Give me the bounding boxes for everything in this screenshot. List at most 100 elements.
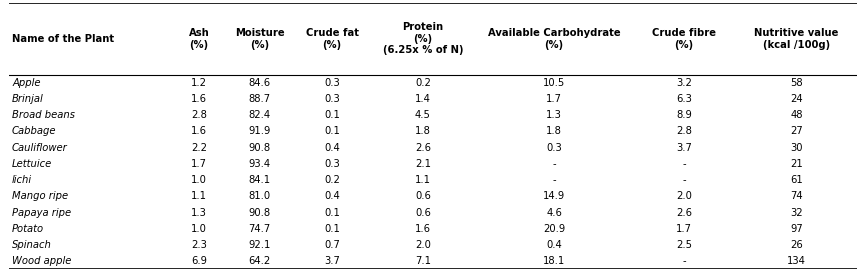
Text: 0.4: 0.4 — [324, 143, 340, 153]
Text: Name of the Plant: Name of the Plant — [12, 34, 114, 44]
Text: 2.8: 2.8 — [676, 126, 692, 137]
Text: 6.3: 6.3 — [676, 94, 692, 104]
Text: 1.8: 1.8 — [546, 126, 562, 137]
Text: 1.1: 1.1 — [191, 191, 207, 201]
Text: Crude fibre
(%): Crude fibre (%) — [652, 28, 716, 50]
Text: Ash
(%): Ash (%) — [189, 28, 210, 50]
Text: 6.9: 6.9 — [191, 256, 207, 266]
Text: -: - — [682, 175, 686, 185]
Text: 97: 97 — [790, 224, 803, 234]
Text: 1.6: 1.6 — [191, 94, 207, 104]
Text: Apple: Apple — [12, 78, 41, 88]
Text: Brinjal: Brinjal — [12, 94, 44, 104]
Text: 18.1: 18.1 — [543, 256, 565, 266]
Text: 91.9: 91.9 — [249, 126, 271, 137]
Text: Broad beans: Broad beans — [12, 110, 75, 120]
Text: lichi: lichi — [12, 175, 32, 185]
Text: -: - — [553, 159, 556, 169]
Text: 4.5: 4.5 — [415, 110, 431, 120]
Text: 64.2: 64.2 — [249, 256, 271, 266]
Text: 14.9: 14.9 — [543, 191, 565, 201]
Text: 1.2: 1.2 — [191, 78, 207, 88]
Text: 1.6: 1.6 — [191, 126, 207, 137]
Text: 2.0: 2.0 — [676, 191, 692, 201]
Text: 134: 134 — [787, 256, 806, 266]
Text: 2.6: 2.6 — [415, 143, 431, 153]
Text: 93.4: 93.4 — [249, 159, 271, 169]
Text: Crude fat
(%): Crude fat (%) — [306, 28, 359, 50]
Text: 2.6: 2.6 — [676, 208, 692, 218]
Text: Lettuice: Lettuice — [12, 159, 52, 169]
Text: 0.6: 0.6 — [415, 191, 431, 201]
Text: 0.3: 0.3 — [324, 78, 340, 88]
Text: Spinach: Spinach — [12, 240, 52, 250]
Text: 1.7: 1.7 — [546, 94, 562, 104]
Text: 74: 74 — [791, 191, 803, 201]
Text: Cauliflower: Cauliflower — [12, 143, 68, 153]
Text: 1.0: 1.0 — [191, 175, 207, 185]
Text: 2.0: 2.0 — [415, 240, 431, 250]
Text: 21: 21 — [790, 159, 803, 169]
Text: 88.7: 88.7 — [249, 94, 271, 104]
Text: Moisture
(%): Moisture (%) — [235, 28, 285, 50]
Text: 0.6: 0.6 — [415, 208, 431, 218]
Text: 0.2: 0.2 — [324, 175, 340, 185]
Text: 7.1: 7.1 — [415, 256, 431, 266]
Text: Protein
(%)
(6.25x % of N): Protein (%) (6.25x % of N) — [383, 22, 463, 55]
Text: -: - — [682, 159, 686, 169]
Text: 82.4: 82.4 — [249, 110, 271, 120]
Text: 1.4: 1.4 — [415, 94, 431, 104]
Text: 84.1: 84.1 — [249, 175, 271, 185]
Text: Papaya ripe: Papaya ripe — [12, 208, 71, 218]
Text: 3.7: 3.7 — [324, 256, 340, 266]
Text: Wood apple: Wood apple — [12, 256, 71, 266]
Text: 0.1: 0.1 — [324, 208, 340, 218]
Text: 20.9: 20.9 — [543, 224, 565, 234]
Text: 48: 48 — [791, 110, 803, 120]
Text: 1.0: 1.0 — [191, 224, 207, 234]
Text: Cabbage: Cabbage — [12, 126, 56, 137]
Text: 2.8: 2.8 — [191, 110, 207, 120]
Text: 0.1: 0.1 — [324, 110, 340, 120]
Text: 0.7: 0.7 — [324, 240, 340, 250]
Text: 84.6: 84.6 — [249, 78, 271, 88]
Text: 90.8: 90.8 — [249, 208, 271, 218]
Text: 32: 32 — [791, 208, 803, 218]
Text: Mango ripe: Mango ripe — [12, 191, 68, 201]
Text: Available Carbohydrate
(%): Available Carbohydrate (%) — [488, 28, 620, 50]
Text: 8.9: 8.9 — [676, 110, 692, 120]
Text: -: - — [553, 175, 556, 185]
Text: 0.4: 0.4 — [546, 240, 562, 250]
Text: 74.7: 74.7 — [249, 224, 271, 234]
Text: 0.4: 0.4 — [324, 191, 340, 201]
Text: 24: 24 — [791, 94, 803, 104]
Text: Potato: Potato — [12, 224, 44, 234]
Text: 0.3: 0.3 — [546, 143, 562, 153]
Text: 1.3: 1.3 — [191, 208, 207, 218]
Text: 27: 27 — [790, 126, 803, 137]
Text: 90.8: 90.8 — [249, 143, 271, 153]
Text: 30: 30 — [791, 143, 803, 153]
Text: 58: 58 — [791, 78, 803, 88]
Text: 61: 61 — [790, 175, 803, 185]
Text: 10.5: 10.5 — [543, 78, 565, 88]
Text: 0.3: 0.3 — [324, 159, 340, 169]
Text: 1.3: 1.3 — [546, 110, 562, 120]
Text: 1.7: 1.7 — [191, 159, 207, 169]
Text: 81.0: 81.0 — [249, 191, 271, 201]
Text: 2.5: 2.5 — [676, 240, 692, 250]
Text: -: - — [682, 256, 686, 266]
Text: 26: 26 — [790, 240, 803, 250]
Text: 1.8: 1.8 — [415, 126, 431, 137]
Text: 2.3: 2.3 — [191, 240, 207, 250]
Text: 0.3: 0.3 — [324, 94, 340, 104]
Text: 0.2: 0.2 — [415, 78, 431, 88]
Text: 3.7: 3.7 — [676, 143, 692, 153]
Text: 92.1: 92.1 — [249, 240, 271, 250]
Text: 2.2: 2.2 — [191, 143, 207, 153]
Text: 3.2: 3.2 — [676, 78, 692, 88]
Text: 0.1: 0.1 — [324, 126, 340, 137]
Text: 1.1: 1.1 — [415, 175, 431, 185]
Text: 1.7: 1.7 — [676, 224, 692, 234]
Text: 2.1: 2.1 — [415, 159, 431, 169]
